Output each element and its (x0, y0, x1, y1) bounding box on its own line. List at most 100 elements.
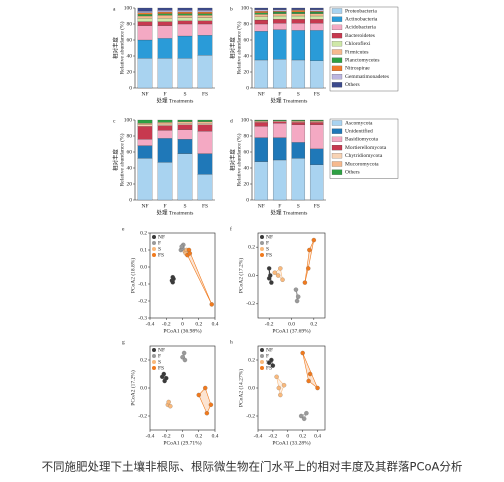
y-tick-label: 20 (127, 69, 133, 75)
y-tick-label: -0.2 (138, 298, 147, 304)
legend-label: S (266, 246, 269, 252)
bar-segment (272, 15, 287, 20)
x-axis-title: 处理 Treatments (157, 96, 194, 104)
y-axis-title: PCoA2 (18.8%) (129, 258, 136, 294)
x-tick-label: S (297, 203, 300, 209)
bar-segment (272, 59, 287, 89)
bar-segment (309, 9, 324, 12)
bar-segment (137, 126, 153, 140)
point (307, 247, 312, 253)
legend-label: FS (266, 365, 272, 371)
bar-segment (177, 13, 193, 16)
legend-marker (152, 360, 156, 364)
bar-segment (254, 11, 269, 13)
legend-marker (260, 366, 264, 370)
point (270, 363, 276, 368)
x-tick-label: 0.2 (195, 321, 202, 327)
point (196, 392, 201, 398)
y-tick-label: -0.2 (138, 413, 147, 419)
bar-segment (137, 119, 153, 124)
y-tick-label: -0.2 (246, 301, 255, 307)
y-tick-label: 60 (244, 149, 250, 155)
y-axis-title: 相对丰度 (228, 37, 236, 60)
bar-segment (137, 124, 153, 127)
legend-marker (152, 247, 156, 251)
y-axis-title: 相对丰度 (111, 149, 119, 172)
bar-segment (157, 10, 173, 13)
point (180, 355, 185, 360)
x-tick-label: NF (141, 203, 148, 209)
bar-segment (254, 9, 269, 12)
legend-swatch (331, 65, 343, 72)
bar-segment (291, 122, 306, 125)
bar-segment (254, 121, 269, 123)
legend-marker (152, 235, 156, 239)
bar-segment (272, 9, 287, 12)
bar-segment (197, 17, 213, 21)
bar-segment (254, 12, 269, 15)
legend-swatch (331, 169, 343, 175)
y-tick-label: 0 (246, 85, 249, 91)
legend-label: S (158, 246, 161, 252)
bar-segment (254, 14, 269, 17)
bar-segment (157, 15, 173, 19)
legend-label: Bacteroidetes (345, 33, 375, 39)
bar-segment (157, 11, 173, 14)
bar-segment (177, 121, 193, 124)
x-tick-label: -0.2 (265, 321, 274, 327)
point (274, 374, 279, 379)
bar-segment (309, 7, 324, 10)
bar-segment (137, 139, 153, 146)
y-tick-label: 100 (124, 5, 133, 11)
legend-label: F (158, 240, 161, 246)
y-tick-label: 40 (127, 165, 133, 171)
x-axis-title: PCoA1 (29.71%) (163, 439, 201, 446)
bar-segment (291, 7, 306, 10)
panel-label: b (230, 6, 233, 12)
bar-segment (137, 123, 153, 125)
bar-segment (157, 38, 173, 59)
bar-segment (197, 55, 213, 89)
legend-label: FS (266, 252, 272, 258)
y-tick-label: 20 (244, 181, 250, 187)
point (307, 371, 313, 377)
bar-segment (157, 138, 173, 163)
bar-segment (254, 119, 269, 121)
group-hull (302, 352, 318, 389)
legend-label: Firmicutes (345, 49, 369, 55)
x-tick-label: 0 (181, 321, 184, 327)
x-tick-label: S (183, 203, 186, 209)
point (278, 392, 283, 398)
point (281, 383, 287, 388)
legend-label: Chloroflexi (345, 40, 371, 47)
bar-segment (197, 123, 213, 125)
bar-segment (309, 121, 324, 123)
y-tick-label: 100 (241, 5, 250, 11)
panel-label: a (113, 6, 116, 12)
group-hull (198, 387, 212, 414)
y-tick-label: -0.1 (138, 281, 147, 287)
y-axis-title: Relative abundance (%) (235, 21, 242, 74)
x-tick-label: F (278, 203, 281, 209)
caption: 不同施肥处理下土壤非根际、根际微生物在门水平上的相对丰度及其群落PCoA分析 (42, 460, 463, 474)
x-tick-label: -0.2 (162, 321, 171, 327)
bar-segment (157, 130, 173, 139)
point (168, 404, 173, 409)
y-tick-label: 40 (244, 165, 250, 171)
x-tick-label: 0.4 (212, 321, 219, 327)
bar-segment (137, 12, 153, 15)
point (306, 378, 311, 384)
legend-label: S (266, 359, 269, 365)
point (298, 413, 304, 419)
point (203, 385, 208, 391)
bar-segment (254, 31, 269, 61)
bar-segment (272, 137, 287, 161)
bar-segment (157, 7, 173, 11)
point (179, 244, 184, 249)
bar-segment (157, 119, 173, 123)
legend-swatch (331, 24, 343, 30)
y-tick-label: 0.0 (140, 385, 147, 391)
bar-segment (157, 122, 173, 125)
bar-segment (157, 21, 173, 26)
bar-segment (309, 164, 324, 201)
